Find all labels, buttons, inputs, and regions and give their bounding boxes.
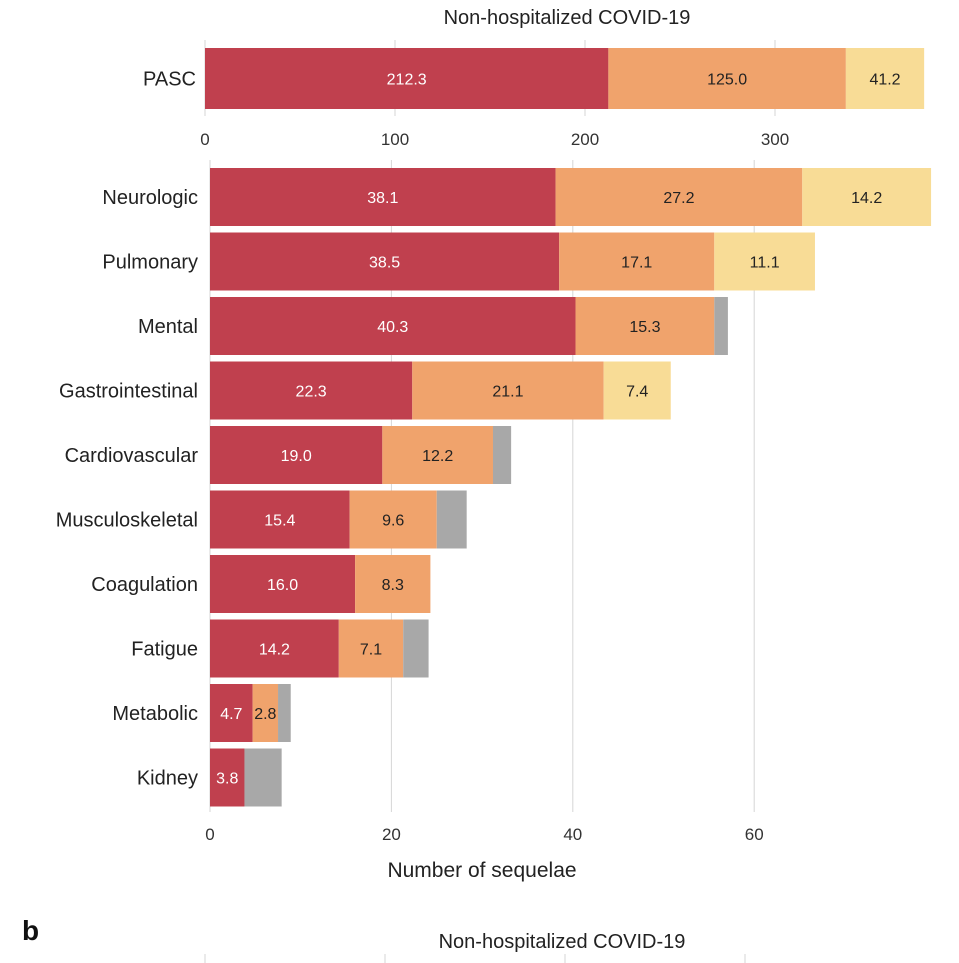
bar-metabolic-other (278, 684, 291, 742)
value-label-mental: 15.3 (629, 319, 660, 336)
value-label-fatigue: 7.1 (360, 642, 382, 659)
bar-cardiovascular-segment-1 (210, 426, 383, 484)
value-label-fatigue: 14.2 (259, 642, 290, 659)
value-label-mental: 40.3 (377, 319, 408, 336)
category-label-pasc: PASC (143, 69, 196, 91)
x-axis-title: Number of sequelae (387, 859, 576, 882)
value-label-metabolic: 4.7 (220, 706, 242, 723)
value-label-neurologic: 27.2 (663, 190, 694, 207)
organ-x-tick-label: 60 (745, 825, 764, 844)
bar-gastrointestinal-segment-1 (210, 361, 413, 420)
pasc-x-tick-labels: 0 100 200 300 (200, 130, 789, 149)
panel-pasc: Non-hospitalized COVID-19 212.3 125.0 41.2… (143, 7, 925, 149)
bar-fatigue-segment-1 (210, 619, 339, 678)
bar-gastrointestinal-segment-2 (412, 361, 604, 420)
bar-coagulation-segment-1 (210, 555, 356, 613)
value-label-musculoskeletal: 9.6 (382, 513, 404, 530)
bar-coagulation-segment-2 (355, 555, 431, 613)
organ-category-labels: Neurologic Pulmonary Mental Gastrointestina… (56, 187, 199, 790)
pasc-value-label: 212.3 (387, 72, 427, 89)
pasc-category-labels: PASC (143, 69, 196, 91)
value-label-neurologic: 38.1 (367, 190, 398, 207)
value-label-kidney: 3.8 (216, 771, 238, 788)
bar-mental-segment-2 (575, 297, 715, 355)
pasc-x-tick-label: 100 (381, 130, 409, 149)
value-label-pulmonary: 38.5 (369, 255, 400, 272)
bar-fatigue-segment-2 (338, 619, 404, 678)
category-label-musculoskeletal: Musculoskeletal (56, 510, 198, 532)
bar-kidney-other (244, 748, 282, 807)
value-label-gastrointestinal: 22.3 (296, 384, 327, 401)
bar-mental-other (714, 297, 728, 355)
bar-neurologic-segment-3 (802, 168, 932, 226)
bar-musculoskeletal-segment-2 (349, 490, 437, 549)
pasc-bars: 212.3 125.0 41.2 (205, 48, 925, 109)
bar-gastrointestinal-segment-3 (603, 361, 671, 420)
bar-kidney-segment-1 (210, 748, 245, 807)
category-label-coagulation: Coagulation (91, 574, 198, 596)
category-label-metabolic: Metabolic (112, 703, 198, 725)
value-label-cardiovascular: 19.0 (281, 448, 312, 465)
category-label-neurologic: Neurologic (102, 187, 198, 209)
category-label-gastrointestinal: Gastrointestinal (59, 381, 198, 403)
pasc-bar-segment-3 (845, 48, 925, 109)
bar-cardiovascular-other (492, 426, 512, 484)
pasc-bar-segment-2 (608, 48, 846, 109)
bar-metabolic-segment-2 (252, 684, 279, 742)
value-label-gastrointestinal: 7.4 (626, 384, 648, 401)
category-label-cardiovascular: Cardiovascular (65, 445, 199, 467)
bar-cardiovascular-segment-2 (382, 426, 493, 484)
value-label-pulmonary: 11.1 (750, 255, 780, 272)
organ-bars: 38.1 27.2 14.2 38.5 17.1 11.1 40.3 15.3 22.3 21.1… (210, 168, 932, 807)
value-label-coagulation: 8.3 (382, 577, 404, 594)
value-label-pulmonary: 17.1 (621, 255, 652, 272)
panel-b-title: Non-hospitalized COVID-19 (439, 931, 686, 953)
value-label-gastrointestinal: 21.1 (492, 384, 523, 401)
bar-musculoskeletal-segment-1 (210, 490, 350, 549)
value-label-coagulation: 16.0 (267, 577, 298, 594)
bar-pulmonary-segment-1 (210, 232, 560, 291)
bar-mental-segment-1 (210, 297, 576, 355)
category-label-kidney: Kidney (137, 768, 198, 790)
pasc-value-label: 41.2 (869, 72, 900, 89)
bar-pulmonary-segment-3 (714, 232, 815, 291)
bar-neurologic-segment-1 (210, 168, 556, 226)
pasc-value-label: 125.0 (707, 72, 747, 89)
panel-b: b Non-hospitalized COVID-19 (22, 915, 746, 963)
bar-metabolic-segment-1 (210, 684, 253, 742)
value-label-cardiovascular: 12.2 (422, 448, 453, 465)
bar-fatigue-other (403, 619, 429, 678)
panel-organ-systems: 38.1 27.2 14.2 38.5 17.1 11.1 40.3 15.3 22.3 21.1… (56, 160, 932, 882)
pasc-bar-segment-1 (205, 48, 609, 109)
panel-b-gridlines (204, 954, 746, 963)
category-label-pulmonary: Pulmonary (102, 252, 198, 274)
pasc-chart-title: Non-hospitalized COVID-19 (444, 7, 691, 29)
organ-x-tick-labels: 0 20 40 60 (205, 825, 763, 844)
category-label-fatigue: Fatigue (131, 639, 198, 661)
value-label-metabolic: 2.8 (254, 706, 276, 723)
bar-pulmonary-segment-2 (559, 232, 715, 291)
organ-x-tick-label: 40 (563, 825, 582, 844)
pasc-x-tick-label: 300 (761, 130, 789, 149)
panel-b-label: b (22, 915, 39, 946)
bar-musculoskeletal-other (436, 490, 467, 549)
pasc-x-tick-label: 0 (200, 130, 209, 149)
value-label-neurologic: 14.2 (851, 190, 882, 207)
organ-x-tick-label: 0 (205, 825, 214, 844)
value-label-musculoskeletal: 15.4 (264, 513, 295, 530)
pasc-x-tick-label: 200 (571, 130, 599, 149)
category-label-mental: Mental (138, 316, 198, 338)
organ-x-tick-label: 20 (382, 825, 401, 844)
bar-neurologic-segment-2 (555, 168, 803, 226)
